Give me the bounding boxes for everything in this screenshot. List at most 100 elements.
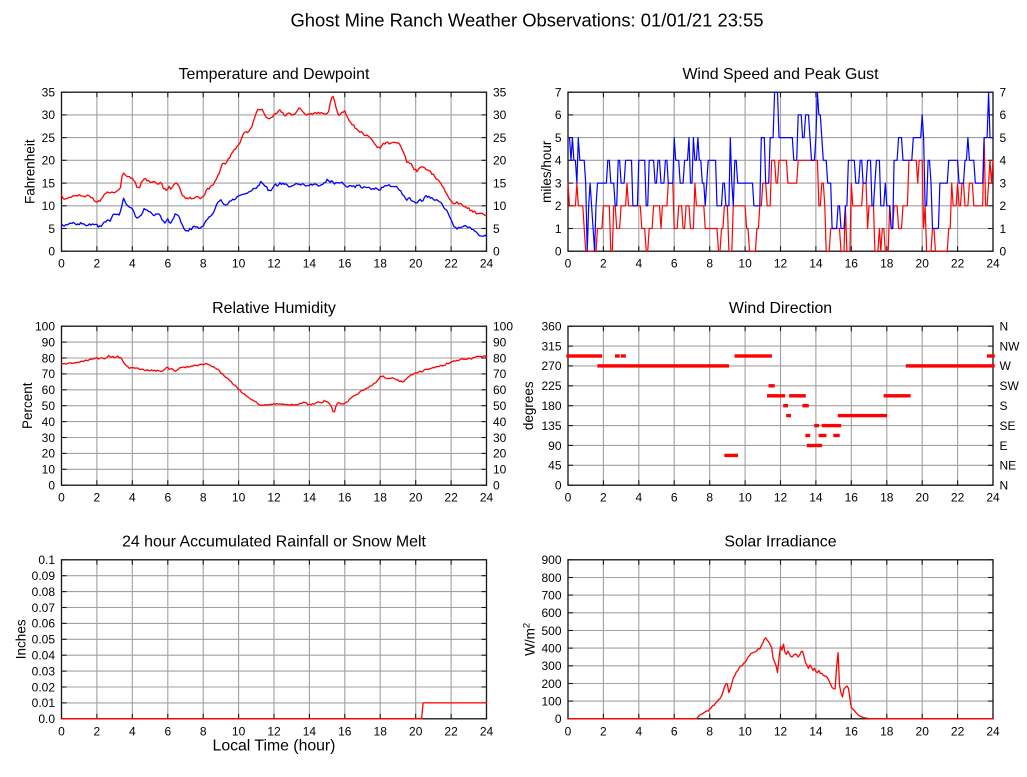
svg-text:6: 6 [671,724,678,738]
svg-text:0: 0 [555,479,562,493]
svg-text:0: 0 [493,245,500,259]
svg-text:8: 8 [706,257,713,271]
svg-text:8: 8 [200,491,207,505]
svg-text:4: 4 [1000,154,1007,168]
svg-text:20: 20 [409,257,423,271]
svg-text:14: 14 [303,257,317,271]
svg-text:225: 225 [541,379,561,393]
svg-text:Ghost Mine Ranch Weather Obser: Ghost Mine Ranch Weather Observations: 0… [291,9,764,30]
svg-text:900: 900 [541,553,561,567]
svg-text:22: 22 [951,257,965,271]
svg-text:N: N [1000,479,1009,493]
svg-text:16: 16 [845,491,859,505]
svg-text:300: 300 [541,659,561,673]
svg-text:24: 24 [480,724,494,738]
svg-text:5: 5 [555,131,562,145]
svg-text:Local Time (hour): Local Time (hour) [213,738,336,755]
svg-text:24: 24 [480,491,494,505]
svg-text:2: 2 [94,257,101,271]
svg-text:5: 5 [48,222,55,236]
svg-text:60: 60 [42,383,56,397]
svg-text:0: 0 [1000,245,1007,259]
svg-text:2: 2 [555,199,562,213]
svg-text:16: 16 [338,491,352,505]
svg-text:0.08: 0.08 [32,585,56,599]
svg-text:45: 45 [548,459,562,473]
svg-text:4: 4 [129,724,136,738]
svg-text:0.02: 0.02 [32,680,56,694]
svg-text:12: 12 [774,724,788,738]
svg-text:0: 0 [58,724,65,738]
svg-text:24: 24 [986,257,1000,271]
svg-text:30: 30 [493,108,507,122]
svg-text:20: 20 [42,154,56,168]
svg-text:25: 25 [493,131,507,145]
svg-text:600: 600 [541,606,561,620]
svg-text:50: 50 [493,399,507,413]
svg-text:4: 4 [635,257,642,271]
svg-text:270: 270 [541,359,561,373]
svg-text:500: 500 [541,624,561,638]
svg-text:180: 180 [541,399,561,413]
svg-text:2: 2 [1000,199,1007,213]
svg-text:24: 24 [986,724,1000,738]
svg-text:SW: SW [1000,379,1020,393]
svg-text:10: 10 [42,463,56,477]
svg-text:NE: NE [1000,459,1017,473]
svg-text:80: 80 [493,351,507,365]
svg-text:1: 1 [1000,222,1007,236]
svg-text:4: 4 [129,491,136,505]
svg-text:0: 0 [48,479,55,493]
svg-text:Percent: Percent [20,382,35,429]
svg-text:0: 0 [565,724,572,738]
svg-text:2: 2 [600,257,607,271]
svg-text:6: 6 [555,108,562,122]
svg-text:6: 6 [671,491,678,505]
svg-text:2: 2 [94,724,101,738]
svg-text:0: 0 [555,245,562,259]
svg-text:Fahrenheit: Fahrenheit [22,139,37,204]
svg-text:22: 22 [444,257,458,271]
svg-text:4: 4 [129,257,136,271]
svg-text:10: 10 [232,257,246,271]
svg-text:18: 18 [880,491,894,505]
svg-text:20: 20 [916,724,930,738]
svg-text:20: 20 [916,257,930,271]
svg-text:0.01: 0.01 [32,696,56,710]
svg-text:24: 24 [480,257,494,271]
svg-text:18: 18 [880,724,894,738]
svg-text:8: 8 [706,491,713,505]
svg-text:0.03: 0.03 [32,664,56,678]
svg-text:70: 70 [493,367,507,381]
svg-text:90: 90 [493,335,507,349]
svg-text:14: 14 [809,491,823,505]
svg-text:10: 10 [42,199,56,213]
svg-text:10: 10 [232,491,246,505]
svg-text:35: 35 [493,86,507,100]
svg-text:18: 18 [374,491,388,505]
svg-text:Relative Humidity: Relative Humidity [212,300,336,317]
svg-text:24 hour Accumulated Rainfall o: 24 hour Accumulated Rainfall or Snow Mel… [122,534,426,551]
svg-text:2: 2 [94,491,101,505]
svg-text:24: 24 [986,491,1000,505]
svg-text:22: 22 [444,724,458,738]
svg-text:2: 2 [600,724,607,738]
svg-text:18: 18 [880,257,894,271]
svg-text:6: 6 [671,257,678,271]
svg-text:16: 16 [845,724,859,738]
svg-text:360: 360 [541,320,561,334]
svg-text:12: 12 [774,257,788,271]
svg-text:5: 5 [493,222,500,236]
svg-text:0: 0 [565,491,572,505]
svg-text:15: 15 [42,176,56,190]
svg-text:miles/hour: miles/hour [539,140,554,203]
svg-text:E: E [1000,439,1008,453]
svg-text:14: 14 [303,724,317,738]
svg-text:8: 8 [200,257,207,271]
svg-text:20: 20 [493,154,507,168]
svg-text:0.07: 0.07 [32,601,56,615]
svg-text:20: 20 [42,447,56,461]
svg-text:20: 20 [916,491,930,505]
svg-text:10: 10 [738,491,752,505]
svg-text:0: 0 [565,257,572,271]
